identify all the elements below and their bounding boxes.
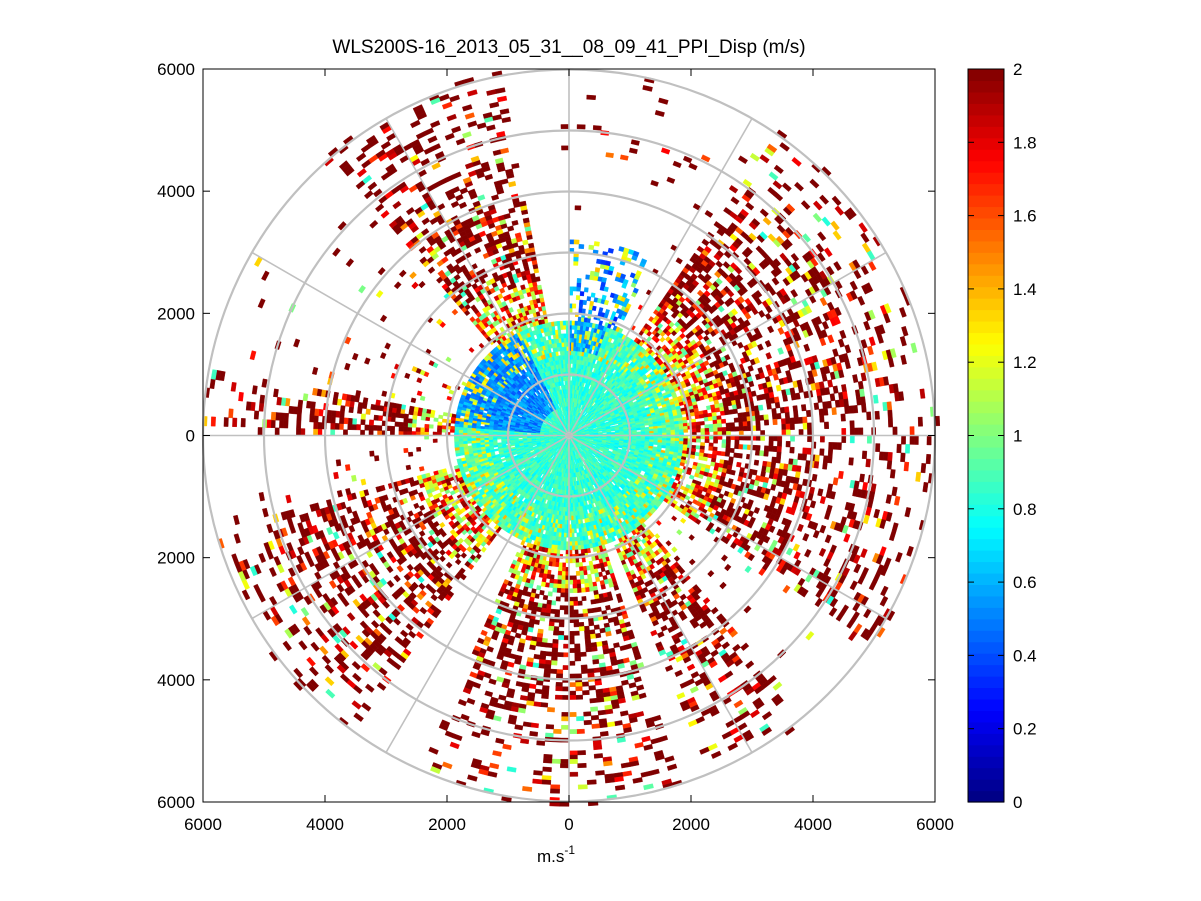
ppi-cell <box>570 502 574 508</box>
ppi-cell <box>573 524 577 529</box>
ppi-cell <box>661 427 667 431</box>
ppi-cell <box>636 427 642 431</box>
ppi-cell <box>475 430 481 434</box>
ppi-cell <box>475 437 481 441</box>
ppi-cell <box>496 437 502 440</box>
ppi-cell <box>564 363 568 369</box>
ppi-cell <box>649 428 654 432</box>
ppi-cell <box>483 437 489 441</box>
ppi-cell <box>661 445 667 449</box>
ppi-cell <box>571 524 575 530</box>
ppi-cell <box>636 431 642 434</box>
ppi-cell <box>570 515 574 521</box>
ppi-cell <box>649 430 655 434</box>
ppi-cell <box>657 430 663 434</box>
ppi-cell <box>657 427 663 432</box>
ppi-cell <box>644 431 650 434</box>
ppi-cell <box>661 430 667 434</box>
ppi-cell <box>555 351 559 357</box>
ppi-cell <box>492 437 498 440</box>
ppi-cell <box>488 437 494 440</box>
ppi-cell <box>564 350 568 356</box>
ppi-cell <box>571 341 575 347</box>
ppi-cell <box>640 431 646 434</box>
ppi-cell <box>562 350 566 356</box>
ppi-cell <box>563 341 567 347</box>
ppi-cell <box>572 515 576 521</box>
ppi-cell <box>564 354 568 360</box>
ppi-cell <box>571 337 575 343</box>
ppi-cell <box>475 439 481 444</box>
ppi-cell <box>564 359 568 364</box>
ppi-cell <box>479 437 485 441</box>
ppi-cell <box>497 442 503 446</box>
ppi-cell <box>484 439 489 443</box>
ppi-cell <box>570 507 574 512</box>
ppi-cell <box>570 519 574 525</box>
ppi-cell <box>661 437 667 441</box>
ppi-cell <box>570 511 574 517</box>
ppi-cell <box>564 346 568 352</box>
ppi-cell <box>479 425 485 430</box>
ppi-cell <box>561 342 565 347</box>
ppi-cell <box>518 438 524 442</box>
ppi-cells <box>202 70 941 807</box>
ppi-cell <box>657 437 663 441</box>
ppi-cell <box>585 433 590 435</box>
ppi-cell <box>653 430 659 434</box>
ppi-cell <box>653 441 659 446</box>
ppi-cell <box>644 422 650 426</box>
chart-title: WLS200S-16_2013_05_31__08_09_41_PPI_Disp… <box>332 37 805 58</box>
ppi-cell <box>563 524 567 530</box>
